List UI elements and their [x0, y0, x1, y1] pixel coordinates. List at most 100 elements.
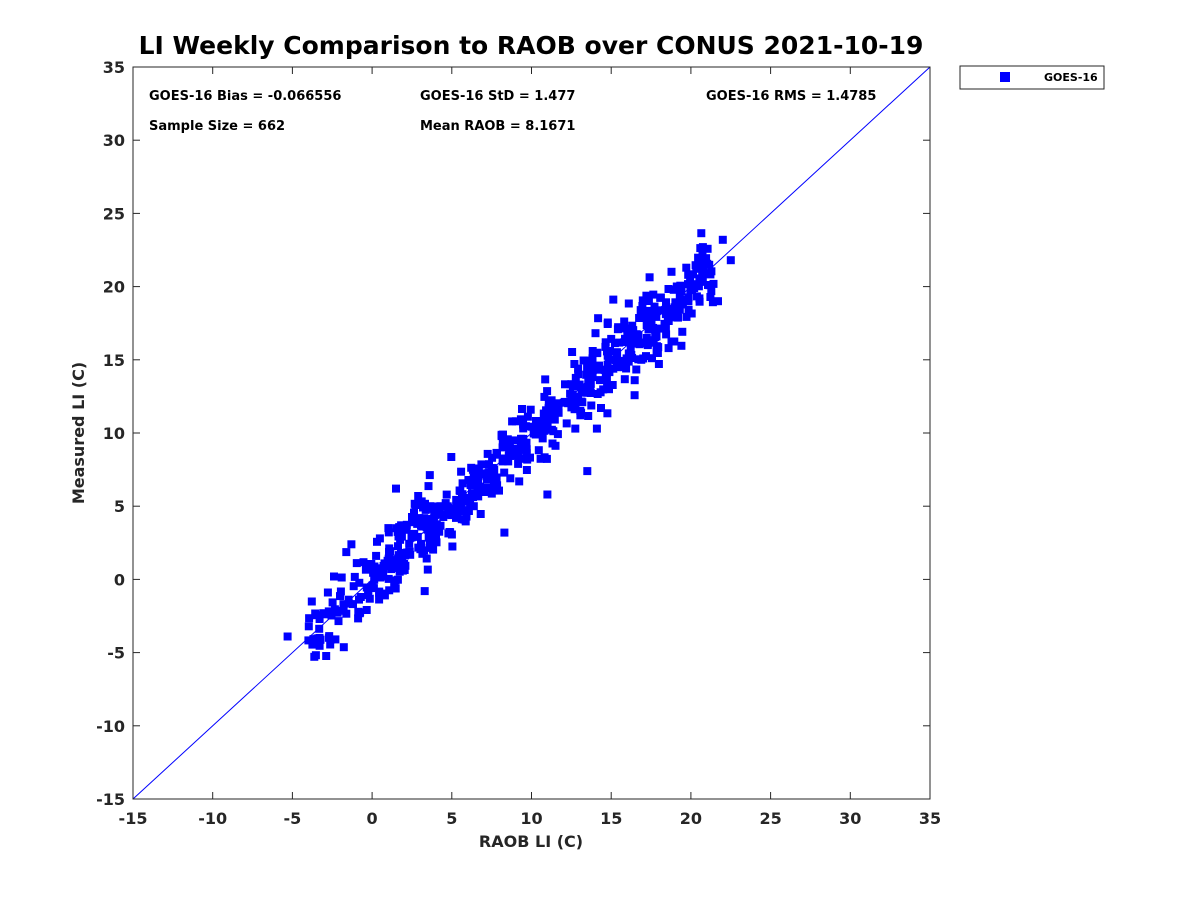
data-point	[670, 337, 679, 346]
x-tick-label: -15	[119, 809, 148, 828]
data-point	[451, 504, 460, 513]
y-tick-label: 35	[103, 58, 125, 77]
data-point	[368, 581, 377, 590]
data-point	[706, 293, 715, 301]
data-point	[609, 295, 618, 304]
data-point	[447, 530, 456, 539]
data-point	[609, 364, 618, 373]
data-point	[593, 348, 602, 357]
data-point	[662, 330, 671, 339]
data-point	[433, 510, 442, 519]
data-point	[418, 549, 427, 558]
data-point	[503, 435, 512, 444]
data-point	[370, 562, 379, 571]
x-axis-label: RAOB LI (C)	[479, 832, 583, 851]
data-point	[624, 299, 633, 308]
data-point	[394, 542, 402, 551]
y-tick-label: 0	[114, 570, 125, 589]
data-point	[652, 342, 661, 351]
data-point	[413, 519, 422, 528]
data-point	[517, 445, 526, 454]
data-point	[474, 464, 483, 473]
data-point	[540, 392, 549, 401]
data-point	[661, 306, 670, 315]
data-point	[543, 490, 552, 499]
stat-sample-size: Sample Size = 662	[149, 119, 285, 134]
stat-bias: GOES-16 Bias = -0.066556	[149, 89, 341, 104]
data-point	[519, 420, 528, 429]
data-point	[698, 243, 707, 252]
data-point	[652, 347, 661, 356]
data-point	[535, 423, 544, 432]
data-point	[654, 306, 663, 315]
data-point	[652, 312, 661, 321]
data-point	[457, 467, 466, 476]
data-point	[324, 633, 333, 642]
data-point	[377, 572, 386, 581]
data-point	[355, 609, 364, 618]
data-point	[595, 361, 603, 370]
data-point	[474, 477, 483, 486]
data-point	[425, 471, 434, 480]
data-point	[402, 525, 411, 534]
data-point	[585, 373, 594, 381]
data-point	[644, 297, 653, 305]
data-point	[456, 487, 465, 495]
data-point	[648, 354, 656, 363]
data-point	[503, 441, 512, 450]
data-point	[697, 229, 706, 238]
data-point	[384, 574, 393, 583]
data-point	[603, 347, 611, 356]
data-point	[414, 492, 423, 500]
data-point	[304, 622, 313, 631]
data-point	[586, 379, 595, 388]
data-point	[678, 327, 687, 336]
data-point	[326, 640, 335, 649]
data-point	[390, 580, 399, 588]
data-point	[500, 468, 509, 477]
data-point	[649, 290, 658, 299]
data-point	[330, 572, 338, 581]
data-point	[481, 488, 490, 496]
data-point	[522, 466, 531, 474]
data-point	[355, 578, 364, 587]
data-point	[652, 332, 661, 341]
data-point	[283, 632, 292, 641]
data-point	[549, 427, 558, 436]
data-point	[704, 281, 712, 289]
data-point	[402, 520, 411, 529]
data-point	[337, 573, 346, 582]
data-point	[579, 356, 588, 365]
data-point	[578, 398, 587, 407]
data-point	[642, 334, 651, 342]
data-point	[667, 267, 676, 276]
data-point	[495, 486, 503, 495]
data-point	[615, 338, 624, 347]
data-point	[488, 473, 497, 482]
y-tick-label: -15	[96, 790, 125, 809]
data-point	[483, 449, 492, 458]
data-point	[485, 460, 493, 469]
data-point	[308, 640, 317, 649]
data-point	[396, 535, 405, 544]
data-point	[536, 454, 545, 463]
x-tick-label: -10	[198, 809, 227, 828]
data-point	[322, 652, 331, 660]
data-point	[315, 624, 324, 633]
data-point	[684, 293, 693, 302]
data-point	[334, 617, 343, 626]
data-point	[466, 499, 475, 508]
data-point	[370, 575, 379, 584]
data-point	[600, 365, 609, 374]
data-point	[601, 372, 610, 381]
data-point	[510, 436, 519, 445]
data-point	[691, 261, 700, 270]
data-point	[568, 348, 577, 356]
data-point	[420, 587, 429, 596]
data-point	[476, 487, 485, 496]
data-point	[422, 554, 431, 563]
data-point	[305, 614, 314, 623]
data-point	[583, 467, 592, 476]
data-point	[516, 415, 525, 424]
